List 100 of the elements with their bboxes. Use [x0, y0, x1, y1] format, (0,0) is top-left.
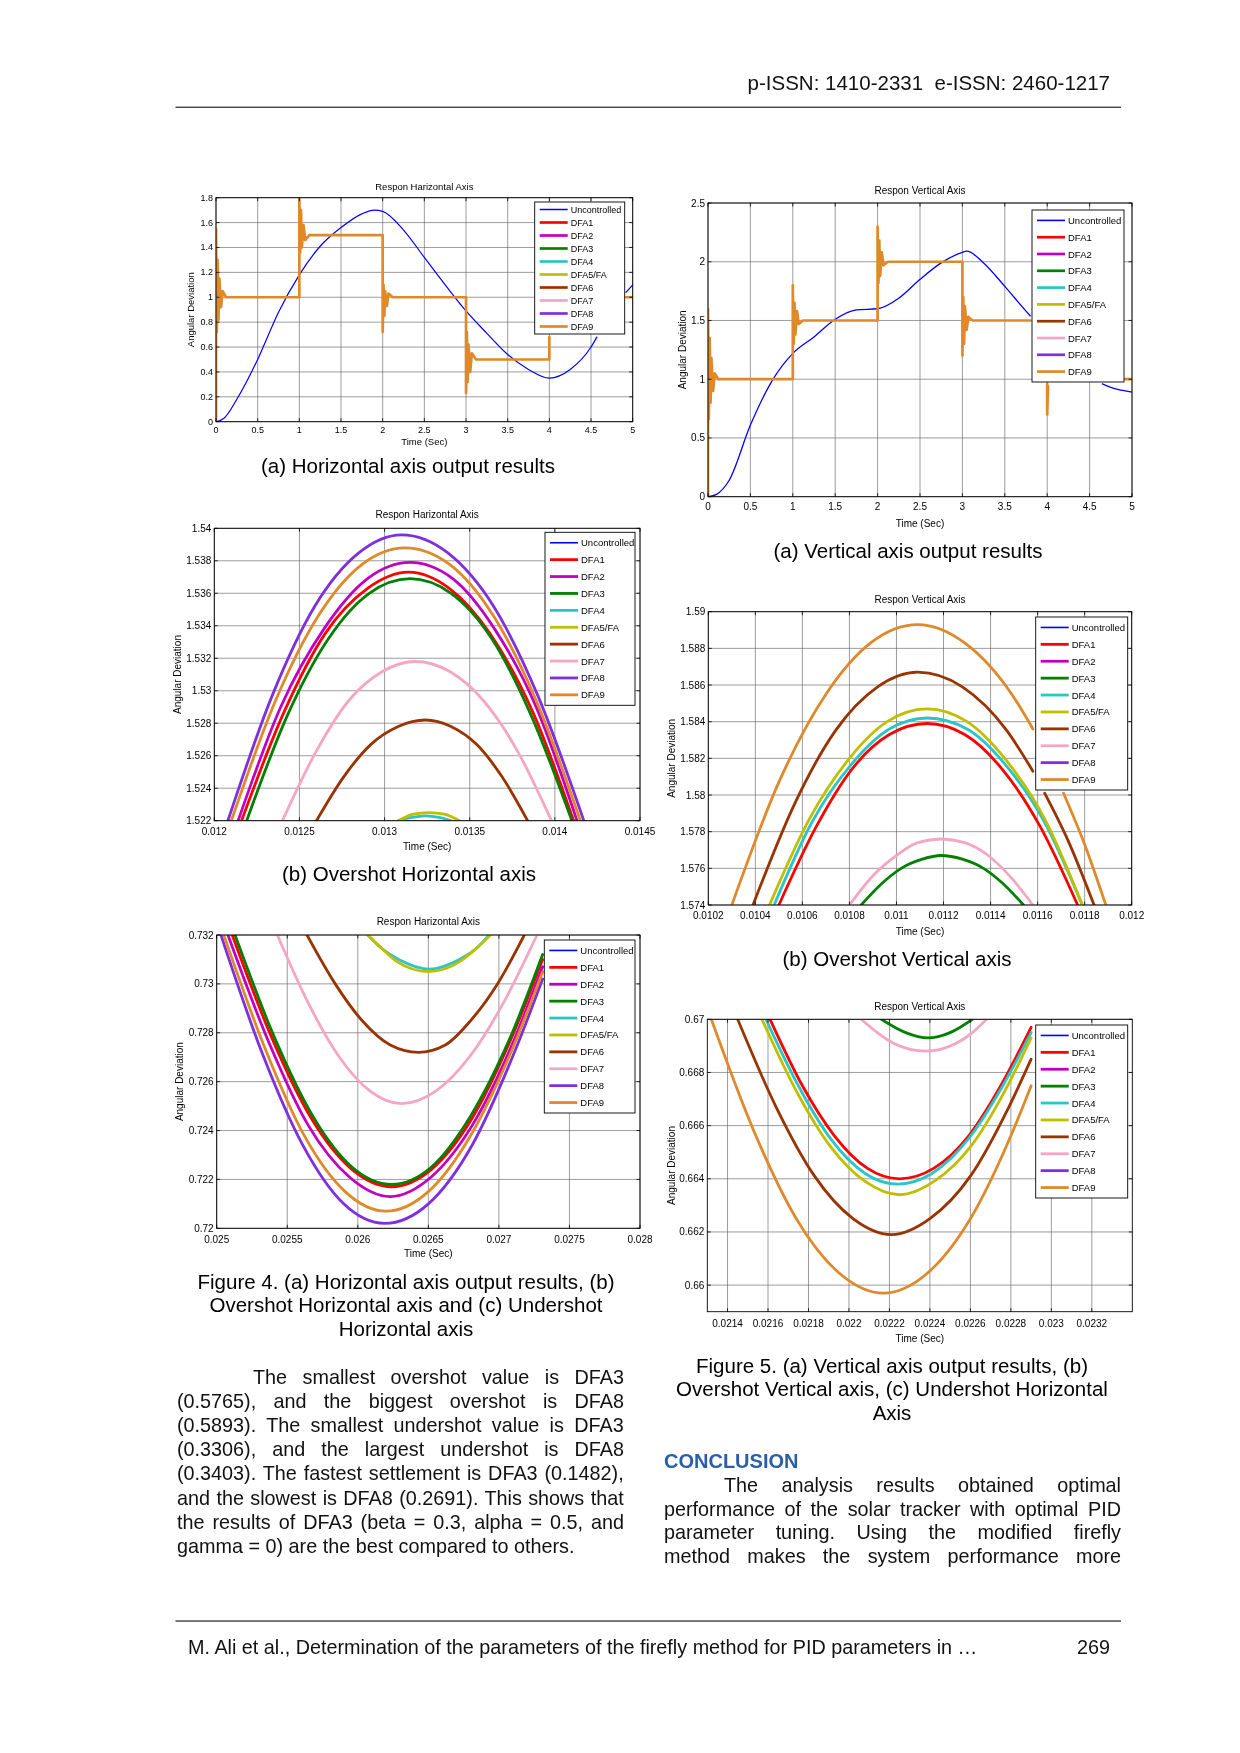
x-tick-label: 0.0275	[554, 1233, 586, 1245]
legend-label: DFA5/FA	[580, 1029, 619, 1041]
text: (b) Overshot Vertical axis	[782, 946, 1012, 970]
legend-label: DFA6	[1071, 723, 1096, 735]
y-tick-label: 1.8	[200, 192, 213, 203]
x-tick-label: 0.0255	[271, 1233, 303, 1245]
legend-label: DFA8	[570, 308, 594, 319]
y-tick-label: 1.576	[680, 862, 706, 874]
legend-label: DFA5/FA	[1071, 706, 1111, 718]
y-axis-title: Angular Deviation	[665, 718, 677, 798]
chart-title: Respon Harizontal Axis	[375, 508, 479, 520]
legend-label: DFA1	[1071, 638, 1096, 650]
legend-label: DFA8	[1068, 349, 1092, 361]
y-tick-label: 1.538	[186, 555, 212, 567]
y-tick-label: 1.574	[680, 899, 706, 911]
x-tick-label: 0.0112	[928, 909, 959, 921]
y-tick-label: 0.724	[188, 1125, 215, 1137]
chart-title: Respon Vertical Axis	[874, 185, 966, 197]
y-tick-label: 1.5	[691, 314, 706, 326]
caption: Figure 4. (a) Horizontal axis output results, (b) Overshot Horizontal axis and (c) Undershot Horizontal axis	[197, 1269, 615, 1340]
legend-label: Uncontrolled	[580, 944, 634, 956]
x-tick-label: 2.5	[913, 501, 928, 513]
x-tick-label: 0.012	[1119, 909, 1145, 921]
legend-label: DFA1	[570, 217, 594, 228]
legend-label: DFA5/FA	[1071, 1114, 1111, 1126]
legend-label: DFA6	[580, 1046, 605, 1058]
x-tick-label: 0.0222	[874, 1317, 906, 1329]
chart-title: Respon Harizontal Axis	[376, 916, 481, 928]
y-tick-label: 1.586	[680, 679, 706, 691]
x-tick-label: 0.5	[743, 501, 758, 513]
y-tick-label: 0.728	[188, 1027, 215, 1039]
x-tick-label: 0.0114	[975, 909, 1006, 921]
x-tick-label: 0.011	[884, 909, 910, 921]
y-tick-label: 1.53	[191, 685, 212, 697]
legend-label: DFA8	[580, 1080, 605, 1092]
y-tick-label: 1.536	[186, 587, 212, 599]
y-tick-label: 1.578	[680, 826, 706, 838]
text: p-ISSN: 1410-2331 e-ISSN: 2460-1217	[747, 70, 1110, 94]
legend-label: DFA7	[580, 1063, 605, 1075]
legend-label: DFA2	[580, 978, 605, 990]
x-tick-label: 0.013	[372, 826, 398, 838]
chart-title: Respon Vertical Axis	[874, 593, 966, 605]
y-tick-label: 2	[699, 256, 706, 268]
legend-label: DFA2	[1071, 655, 1096, 667]
legend-label: DFA7	[1068, 332, 1092, 344]
line-series	[275, 935, 539, 1106]
y-tick-label: 0.6	[200, 342, 213, 353]
x-tick-label: 3.5	[997, 501, 1013, 513]
legend-label: DFA3	[1068, 265, 1092, 277]
x-tick-label: 1	[790, 501, 797, 513]
y-axis-title: Angular Deviation	[184, 272, 196, 348]
y-tick-label: 1	[699, 373, 706, 385]
x-tick-label: 2.5	[418, 425, 431, 436]
y-tick-label: 2.5	[691, 197, 706, 209]
x-tick-label: 2	[380, 425, 386, 436]
x-tick-label: 3	[463, 425, 469, 436]
x-tick-label: 0.012	[201, 826, 228, 838]
y-tick-label: 0.8	[200, 317, 213, 328]
x-axis-title: Time (Sec)	[895, 925, 945, 937]
legend-label: DFA6	[570, 282, 594, 293]
legend-label: DFA9	[1071, 774, 1096, 786]
x-tick-label: 3	[959, 501, 966, 513]
y-tick-label: 1.59	[685, 606, 706, 618]
legend-label: Uncontrolled	[1068, 214, 1122, 226]
legend-label: DFA2	[570, 230, 594, 241]
x-tick-label: 0.023	[1038, 1317, 1065, 1329]
x-tick-label: 4.5	[1082, 501, 1097, 513]
legend-label: Uncontrolled	[1071, 621, 1126, 633]
legend-label: DFA4	[580, 1012, 605, 1024]
x-tick-label: 0.014	[542, 826, 568, 838]
legend-label: DFA2	[1068, 248, 1092, 260]
y-tick-label: 0	[207, 416, 213, 427]
x-axis-title: Time (Sec)	[404, 1247, 453, 1259]
legend-label: DFA7	[581, 655, 605, 667]
legend-label: DFA9	[580, 1097, 605, 1109]
x-tick-label: 0.5	[251, 425, 264, 436]
x-tick-label: 1	[296, 425, 302, 436]
legend-label: DFA1	[581, 554, 605, 566]
y-tick-label: 0.4	[200, 366, 213, 377]
y-tick-label: 1	[207, 292, 213, 303]
x-tick-label: 5	[1129, 501, 1136, 513]
legend-label: DFA5/FA	[581, 621, 620, 633]
x-tick-label: 0.0218	[793, 1317, 825, 1329]
y-tick-label: 0.732	[188, 929, 215, 941]
legend-label: Uncontrolled	[570, 204, 622, 215]
legend-label: DFA7	[1071, 1148, 1096, 1160]
x-axis-title: Time (Sec)	[895, 517, 945, 529]
x-tick-label: 0.0232	[1076, 1317, 1108, 1329]
legend-label: DFA4	[1071, 689, 1096, 701]
legend-label: DFA1	[1071, 1046, 1096, 1058]
y-tick-label: 1.526	[186, 750, 212, 762]
y-axis-title: Angular Deviation	[665, 1126, 677, 1205]
y-tick-label: 0.666	[679, 1120, 705, 1132]
y-tick-label: 0.662	[679, 1226, 705, 1238]
text: (a) Vertical axis output results	[773, 538, 1043, 562]
line-series	[305, 935, 526, 1054]
y-tick-label: 0.73	[194, 978, 215, 990]
caption: Figure 5. (a) Vertical axis output results, (b) Overshot Vertical axis, (c) Undershot Horizontal Axis	[676, 1353, 1108, 1424]
legend-label: DFA2	[1071, 1063, 1096, 1075]
x-tick-label: 0.0118	[1069, 909, 1101, 921]
